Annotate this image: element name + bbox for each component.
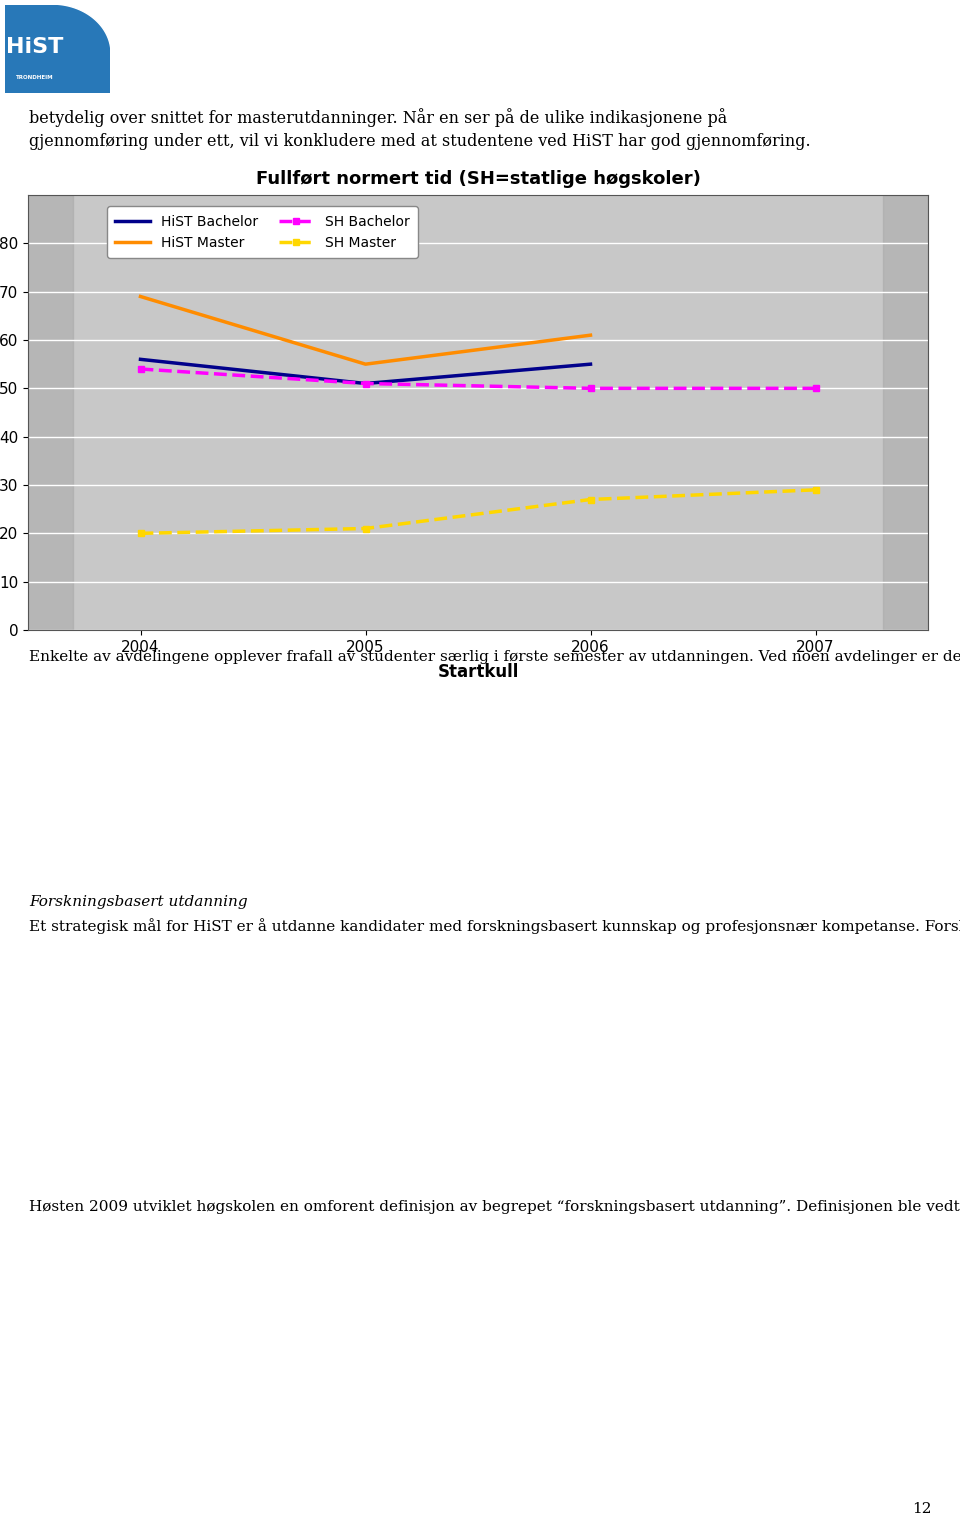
Text: Forskningsbasert utdanning: Forskningsbasert utdanning <box>29 895 248 909</box>
Text: TRONDHEIM: TRONDHEIM <box>15 75 53 79</box>
Text: Enkelte av avdelingene opplever frafall av studenter særlig i første semester av: Enkelte av avdelingene opplever frafall … <box>29 648 960 663</box>
Text: Høsten 2009 utviklet høgskolen en omforent definisjon av begrepet “forskningsbas: Høsten 2009 utviklet høgskolen en omfore… <box>29 1200 960 1214</box>
Bar <box>28 195 73 630</box>
Bar <box>883 195 928 630</box>
X-axis label: Startkull: Startkull <box>438 663 518 682</box>
Text: 12: 12 <box>912 1502 931 1516</box>
Polygon shape <box>52 5 111 53</box>
Text: betydelig over snittet for masterutdanninger. Når en ser på de ulike indikasjone: betydelig over snittet for masterutdanni… <box>29 108 810 151</box>
Text: Et strategisk mål for HiST er å utdanne kandidater med forskningsbasert kunnskap: Et strategisk mål for HiST er å utdanne … <box>29 918 960 933</box>
Text: HiST: HiST <box>6 37 63 58</box>
Legend: HiST Bachelor, HiST Master, SH Bachelor, SH Master: HiST Bachelor, HiST Master, SH Bachelor,… <box>107 206 418 258</box>
Title: Fullført normert tid (SH=statlige høgskoler): Fullført normert tid (SH=statlige høgsko… <box>255 169 701 188</box>
